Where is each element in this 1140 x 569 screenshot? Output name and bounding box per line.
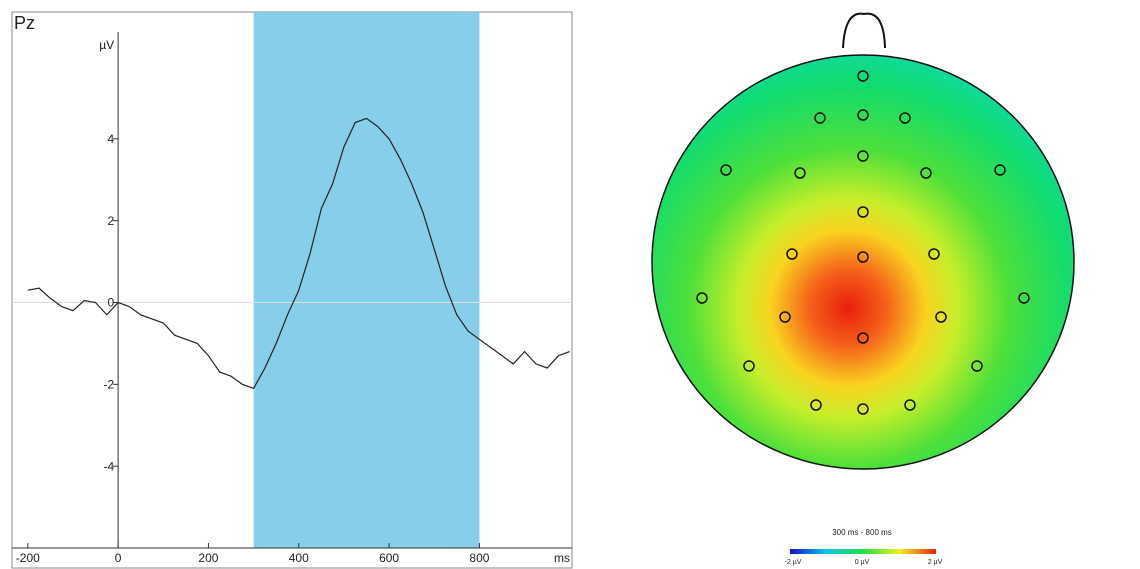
electrode (971, 360, 983, 372)
colorbar-label: -2 µV (785, 559, 802, 566)
x-tick-label: 800 (469, 551, 489, 565)
x-tick-label: 0 (115, 551, 122, 565)
electrode (1018, 292, 1030, 304)
electrode (786, 248, 798, 260)
electrode (779, 311, 791, 323)
x-tick-label: 400 (289, 551, 309, 565)
electrode (904, 399, 916, 411)
electrode (857, 332, 869, 344)
electrode (857, 251, 869, 263)
electrode (857, 70, 869, 82)
x-tick-label: 600 (379, 551, 399, 565)
colorbar (790, 549, 936, 554)
electrode (814, 112, 826, 124)
electrode (857, 109, 869, 121)
y-tick-label: 0 (107, 296, 114, 310)
y-tick-label: -4 (103, 459, 114, 473)
electrode (899, 112, 911, 124)
y-tick-label: 4 (107, 132, 114, 146)
electrode (928, 248, 940, 260)
electrode (857, 150, 869, 162)
x-axis-label: ms (554, 551, 570, 565)
electrode (920, 167, 932, 179)
y-tick-label: -2 (103, 378, 114, 392)
electrode (794, 167, 806, 179)
electrodes (696, 70, 1030, 415)
plot-area (12, 12, 572, 548)
electrode (857, 403, 869, 415)
topomap-title: 300 ms - 800 ms (832, 528, 892, 537)
electrode (720, 164, 732, 176)
electrode (696, 292, 708, 304)
channel-title: Pz (14, 13, 35, 33)
nose (842, 12, 886, 49)
electrode (935, 311, 947, 323)
colorbar-label: 0 µV (855, 559, 870, 566)
colorbar-label: 2 µV (928, 559, 943, 566)
electrode (743, 360, 755, 372)
highlight-window (253, 12, 480, 548)
electrode (994, 164, 1006, 176)
y-axis-label: µV (99, 38, 114, 52)
electrode (810, 399, 822, 411)
y-tick-label: 2 (107, 214, 114, 228)
electrode (857, 206, 869, 218)
x-tick-label: -200 (16, 551, 40, 565)
x-tick-label: 200 (198, 551, 218, 565)
